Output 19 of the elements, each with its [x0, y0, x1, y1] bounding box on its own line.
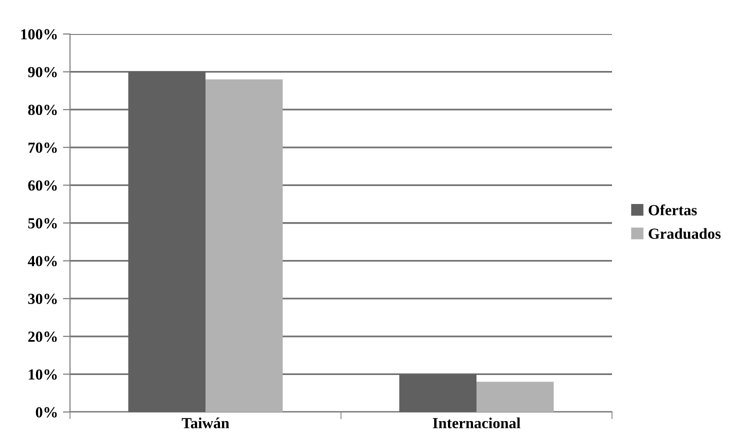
y-tick-label: 90%	[28, 66, 57, 78]
y-tick-label: 10%	[28, 369, 57, 380]
bar	[399, 374, 476, 412]
y-tick-label: 20%	[28, 332, 57, 342]
y-tick-label: 0%	[36, 407, 57, 418]
y-tick-label: 40%	[28, 256, 57, 266]
bar	[128, 72, 206, 412]
y-tick-label: 30%	[28, 294, 57, 304]
y-tick-label: 80%	[28, 104, 57, 116]
legend-label: Ofertas	[648, 204, 697, 216]
y-tick-label: 100%	[21, 29, 57, 40]
bar	[476, 382, 554, 412]
legend-label: Graduados	[648, 228, 721, 239]
y-tick-label: 50%	[28, 218, 57, 228]
y-tick-label: 70%	[28, 142, 57, 153]
x-tick-label: Taiwán	[182, 418, 230, 428]
y-tick-label: 60%	[28, 180, 57, 191]
bar	[206, 79, 283, 412]
x-tick-label: Internacional	[432, 418, 520, 428]
